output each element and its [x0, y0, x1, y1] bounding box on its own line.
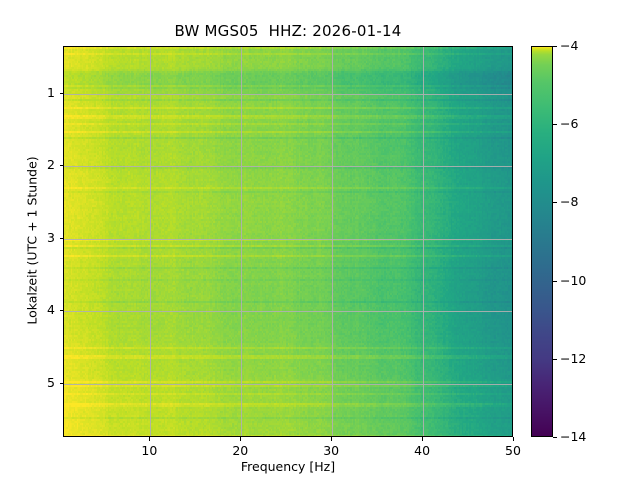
- y-tick-mark: [59, 165, 63, 166]
- y-tick-mark: [59, 383, 63, 384]
- colorbar-tick-label: −12: [560, 350, 587, 366]
- colorbar-tick-mark: [553, 281, 557, 282]
- y-tick-mark: [59, 310, 63, 311]
- page-title: BW MGS05 HHZ: 2026-01-14: [174, 22, 402, 40]
- colorbar-tick-label: −4: [560, 38, 579, 53]
- colorbar-tick-mark: [553, 437, 557, 438]
- colorbar-tick-mark: [553, 202, 557, 203]
- colorbar-tick-label: −6: [560, 116, 579, 132]
- spectrogram-axes[interactable]: [63, 46, 513, 437]
- x-tick-mark: [513, 437, 514, 441]
- y-tick-label: 1: [47, 85, 55, 101]
- colorbar[interactable]: [531, 46, 553, 437]
- spectrogram-image-wrap: [64, 47, 512, 436]
- y-tick-label: 4: [47, 302, 55, 318]
- x-tick-mark: [331, 437, 332, 441]
- spectrogram-heatmap: [64, 47, 512, 436]
- x-tick-mark: [149, 437, 150, 441]
- x-axis-label: Frequency [Hz]: [240, 459, 336, 474]
- colorbar-tick-mark: [553, 359, 557, 360]
- colorbar-tick-mark: [553, 124, 557, 125]
- colorbar-tick-mark: [553, 46, 557, 47]
- y-tick-label: 3: [47, 229, 55, 245]
- colorbar-tick-label: −8: [560, 194, 579, 210]
- colorbar-tick-label: −10: [560, 272, 587, 288]
- x-tick-label: 30: [323, 443, 340, 458]
- y-tick-mark: [59, 238, 63, 239]
- y-tick-mark: [59, 93, 63, 94]
- y-tick-label: 2: [47, 157, 55, 173]
- x-tick-label: 20: [232, 443, 249, 458]
- x-tick-label: 50: [505, 443, 521, 458]
- y-tick-label: 5: [47, 374, 55, 390]
- x-tick-label: 40: [414, 443, 431, 458]
- colorbar-tick-label: −14: [560, 429, 587, 444]
- x-tick-mark: [240, 437, 241, 441]
- x-tick-mark: [422, 437, 423, 441]
- x-tick-label: 10: [141, 443, 158, 458]
